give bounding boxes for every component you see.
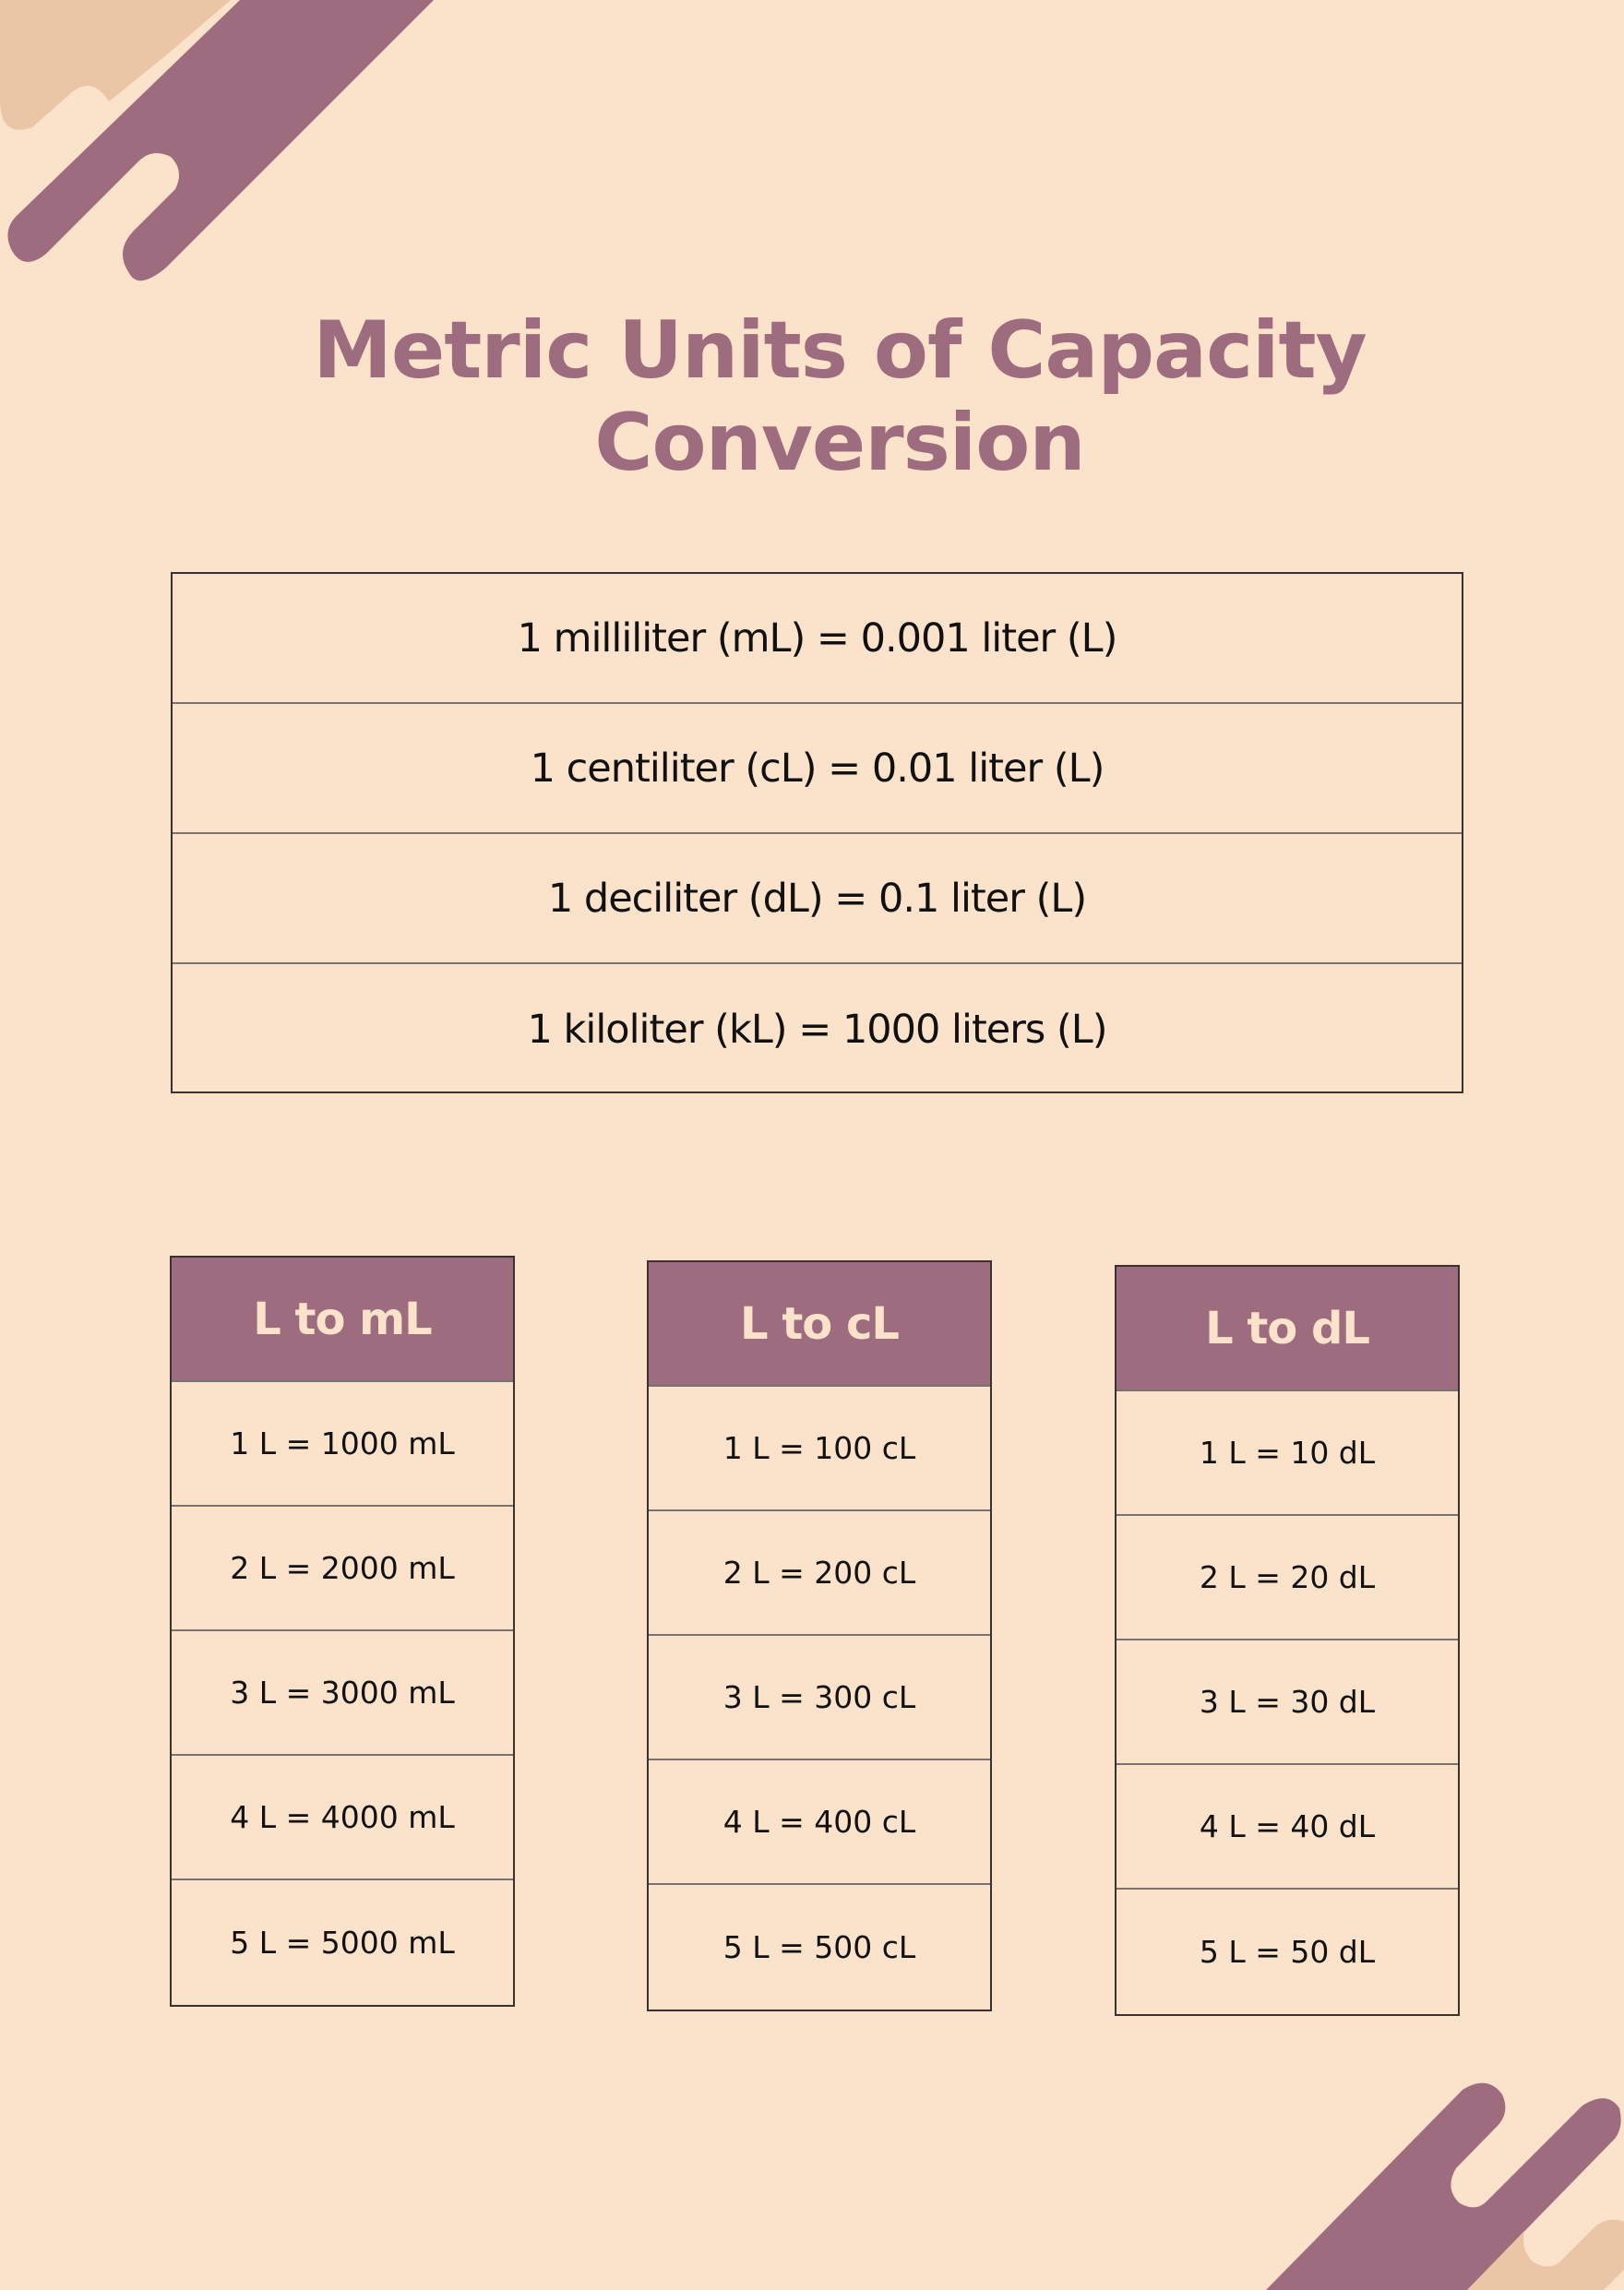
table-row: 2 L = 200 cL (649, 1511, 990, 1636)
page-title-line-1: Metric Units of Capacity (313, 304, 1367, 397)
table-row: 3 L = 30 dL (1116, 1640, 1458, 1765)
table-row: 1 L = 100 cL (649, 1387, 990, 1511)
table-row: 3 L = 3000 mL (172, 1631, 513, 1756)
table-header: L to dL (1116, 1267, 1458, 1391)
top-left-purple-shape (7, 0, 435, 281)
table-row: 1 L = 1000 mL (172, 1382, 513, 1507)
table-row: 2 L = 20 dL (1116, 1516, 1458, 1640)
table-header: L to cL (649, 1262, 990, 1387)
table-row: 3 L = 300 cL (649, 1636, 990, 1760)
table-row: 5 L = 5000 mL (230, 1925, 455, 1961)
table-row: 5 L = 50 dL (1199, 1934, 1376, 1970)
top-left-tan-stripe (0, 0, 240, 130)
definition-row-kiloliter: 1 kiloliter (kL) = 1000 liters (L) (527, 1006, 1107, 1053)
definition-row-centiliter: 1 centiliter (cL) = 0.01 liter (L) (173, 704, 1462, 834)
table-header: L to mL (172, 1258, 513, 1382)
table-row: 4 L = 400 cL (649, 1760, 990, 1885)
table-row: 2 L = 2000 mL (172, 1507, 513, 1631)
bottom-right-purple-shape (1266, 2082, 1621, 2290)
bottom-right-tan-stripe (1467, 2219, 1624, 2290)
conversion-definitions-table: 1 milliliter (mL) = 0.001 liter (L) 1 ce… (171, 572, 1463, 1093)
table-row: 5 L = 500 cL (722, 1929, 916, 1965)
table-row: 4 L = 40 dL (1116, 1765, 1458, 1890)
definition-row-milliliter: 1 milliliter (mL) = 0.001 liter (L) (173, 574, 1462, 704)
liters-to-deciliters-table: L to dL 1 L = 10 dL 2 L = 20 dL 3 L = 30… (1115, 1265, 1460, 2016)
liters-to-milliliters-table: L to mL 1 L = 1000 mL 2 L = 2000 mL 3 L … (170, 1256, 515, 2007)
table-row: 4 L = 4000 mL (172, 1756, 513, 1880)
table-row: 1 L = 10 dL (1116, 1391, 1458, 1516)
definition-row-deciliter: 1 deciliter (dL) = 0.1 liter (L) (173, 834, 1462, 964)
liters-to-centiliters-table: L to cL 1 L = 100 cL 2 L = 200 cL 3 L = … (647, 1260, 992, 2011)
page-title-line-2: Conversion (594, 397, 1085, 489)
page-title: Metric Units of Capacity Conversion (0, 304, 1624, 489)
